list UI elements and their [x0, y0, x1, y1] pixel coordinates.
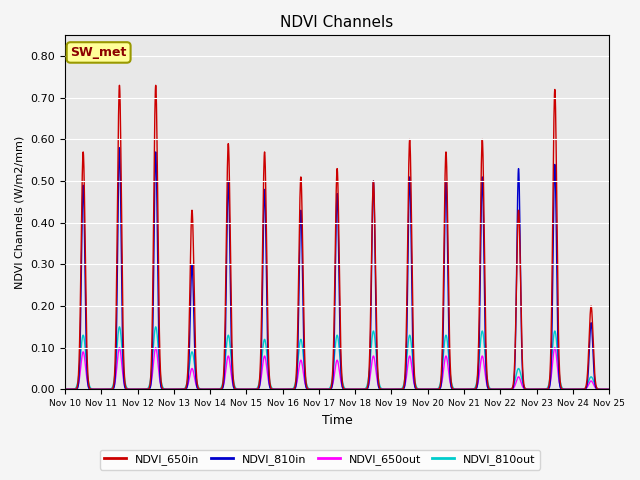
NDVI_650out: [294, 376, 301, 382]
Line: NDVI_810in: NDVI_810in: [65, 148, 609, 389]
NDVI_650in: [156, 337, 163, 343]
NDVI_650out: [270, 386, 278, 392]
NDVI_810in: [61, 386, 69, 392]
NDVI_810out: [605, 386, 613, 392]
Line: NDVI_650out: NDVI_650out: [65, 348, 609, 389]
NDVI_810in: [595, 386, 602, 392]
NDVI_650out: [605, 386, 613, 392]
NDVI_810in: [156, 365, 163, 371]
NDVI_650in: [124, 386, 131, 392]
NDVI_810out: [270, 386, 278, 392]
NDVI_810in: [605, 386, 613, 392]
Line: NDVI_810out: NDVI_810out: [65, 327, 609, 389]
NDVI_810out: [124, 385, 131, 391]
NDVI_650in: [61, 386, 69, 392]
NDVI_650out: [61, 386, 69, 392]
NDVI_650in: [116, 83, 124, 88]
NDVI_650in: [536, 386, 544, 392]
NDVI_810in: [536, 386, 544, 392]
NDVI_810out: [536, 386, 544, 392]
X-axis label: Time: Time: [322, 414, 353, 427]
NDVI_810in: [124, 386, 131, 392]
Line: NDVI_650in: NDVI_650in: [65, 85, 609, 389]
NDVI_650out: [536, 386, 544, 392]
Y-axis label: NDVI Channels (W/m2/mm): NDVI Channels (W/m2/mm): [15, 136, 25, 289]
NDVI_650in: [270, 386, 278, 392]
NDVI_650out: [156, 375, 163, 381]
NDVI_810out: [595, 386, 602, 392]
NDVI_650out: [116, 345, 124, 350]
NDVI_810in: [270, 386, 278, 392]
NDVI_810out: [116, 324, 124, 330]
NDVI_810out: [61, 386, 69, 392]
NDVI_650in: [605, 386, 613, 392]
NDVI_810in: [294, 361, 301, 367]
NDVI_650in: [595, 386, 602, 392]
Title: NDVI Channels: NDVI Channels: [280, 15, 394, 30]
NDVI_650out: [595, 386, 602, 392]
NDVI_650in: [294, 339, 301, 345]
NDVI_810in: [116, 145, 124, 151]
NDVI_810out: [294, 364, 301, 370]
Text: SW_met: SW_met: [70, 46, 127, 59]
Legend: NDVI_650in, NDVI_810in, NDVI_650out, NDVI_810out: NDVI_650in, NDVI_810in, NDVI_650out, NDV…: [100, 450, 540, 469]
NDVI_810out: [156, 363, 163, 369]
NDVI_650out: [124, 386, 131, 392]
